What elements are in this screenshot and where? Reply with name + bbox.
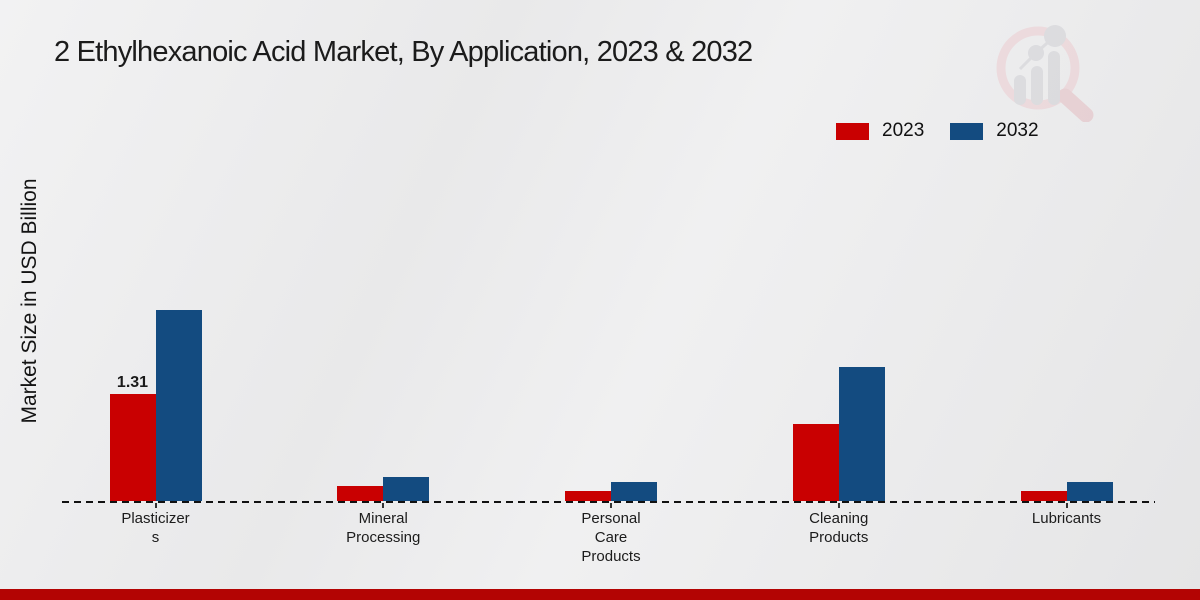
- legend-label-2023: 2023: [882, 120, 925, 141]
- legend: 2023 2032: [836, 120, 1039, 142]
- x-axis-baseline: [62, 501, 1155, 503]
- x-axis-tick: [610, 503, 612, 508]
- x-axis-tick: [154, 503, 157, 508]
- bar-2032-cat2: [611, 482, 657, 501]
- x-axis-tick: [837, 503, 840, 508]
- x-tick-label: Cleaning Products: [809, 510, 869, 546]
- legend-swatch-2023: [836, 122, 869, 140]
- bar-2023-cat3: [792, 424, 839, 501]
- bar-2032-cat4: [1066, 482, 1113, 501]
- legend-item-2023: 2023: [836, 120, 924, 142]
- legend-item-2032: 2032: [950, 120, 1039, 142]
- legend-swatch-2032: [950, 122, 984, 140]
- x-tick-label: Personal Care Products: [581, 510, 641, 565]
- x-tick-label: Lubricants: [1031, 510, 1102, 527]
- bar-2032-cat1: [383, 477, 430, 501]
- x-tick-label: Mineral Processing: [346, 510, 421, 546]
- bar-2023-cat0: [109, 394, 156, 501]
- bar-2023-cat4: [1020, 491, 1067, 501]
- x-axis-tick: [1065, 503, 1068, 508]
- bar-value-label: 1.31: [116, 374, 149, 391]
- bar-2032-cat3: [838, 367, 885, 501]
- bar-2032-cat0: [155, 310, 202, 501]
- legend-label-2032: 2032: [996, 120, 1039, 141]
- bar-2023-cat1: [337, 486, 384, 501]
- x-tick-label: Plasticizer s: [121, 510, 190, 546]
- magnifier-bar-chart-logo-icon: [996, 25, 1094, 122]
- bottom-accent-bar: [0, 589, 1200, 600]
- chart-title: 2 Ethylhexanoic Acid Market, By Applicat…: [54, 36, 753, 68]
- x-axis-tick: [382, 503, 385, 508]
- bar-2023-cat2: [565, 491, 611, 501]
